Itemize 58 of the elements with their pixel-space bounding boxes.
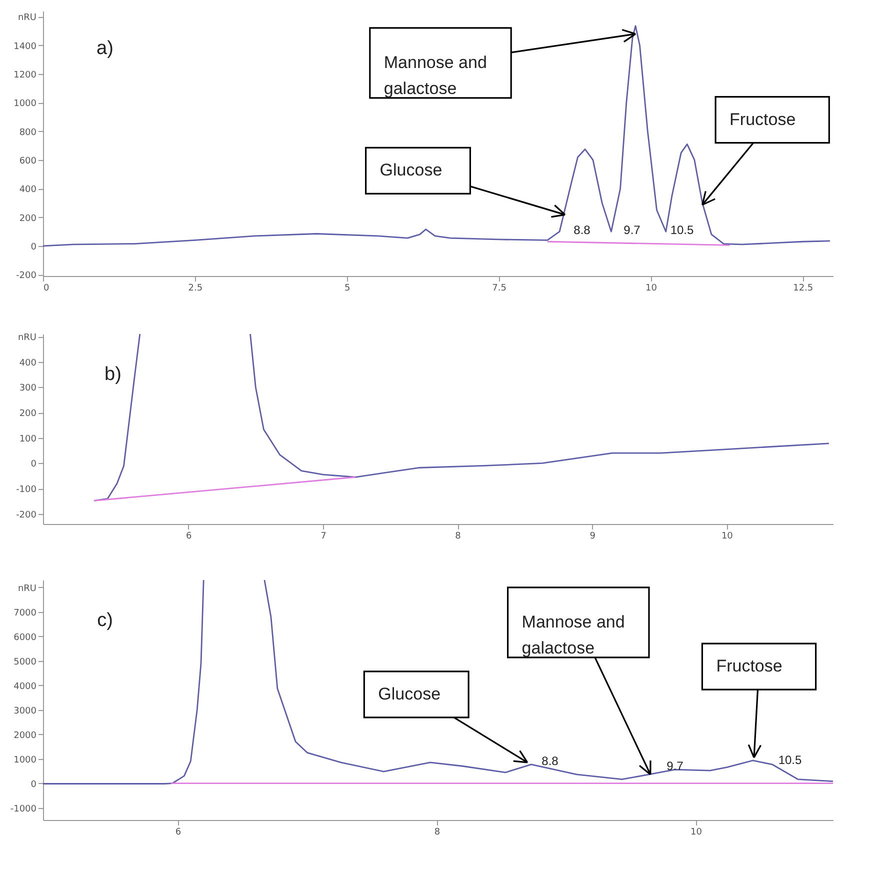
y-tick-label: 200 (19, 409, 37, 420)
y-tick-label: 100 (19, 434, 37, 444)
y-tick-label: 4000 (14, 682, 37, 692)
y-tick-label: 400 (19, 358, 37, 368)
y-tick-label: nRU (18, 584, 36, 594)
annotation: Mannose and galactose (384, 52, 487, 98)
x-tick-label: 10 (690, 828, 702, 838)
x-tick-label: 10 (645, 284, 658, 294)
y-tick-label: nRU (18, 13, 36, 24)
x-tick-label: 7.5 (492, 284, 506, 294)
y-tick-label: 3000 (14, 706, 37, 716)
x-tick-label: 12.5 (793, 284, 814, 294)
y-tick-label: 600 (19, 156, 37, 166)
annotation: 10.5 (778, 753, 802, 767)
x-tick-label: 6 (175, 828, 182, 838)
x-tick-label: 7 (320, 532, 326, 542)
y-tick-label: 800 (19, 128, 37, 138)
y-tick-label: -200 (16, 510, 37, 520)
x-tick-label: 8 (455, 532, 462, 542)
annotation: 9.7 (624, 223, 641, 237)
y-tick-label: 1000 (14, 99, 37, 110)
y-tick-label: 5000 (14, 657, 37, 668)
y-tick-label: 6000 (14, 632, 37, 643)
x-tick-label: 0 (44, 284, 50, 294)
x-tick-label: 6 (186, 532, 192, 542)
y-tick-label: -100 (16, 485, 37, 496)
x-tick-label: 5 (344, 284, 350, 294)
y-tick-label: 1400 (14, 42, 37, 52)
x-tick-label: 10 (721, 532, 734, 542)
annotation: 8.8 (574, 223, 591, 237)
y-tick-label: 1200 (14, 70, 37, 81)
y-tick-label: 200 (19, 214, 37, 224)
annotation: Mannose and galactose (522, 612, 625, 658)
annotation: 8.8 (542, 754, 559, 768)
x-tick-label: 2.5 (188, 284, 203, 294)
y-tick-label: 400 (19, 185, 37, 196)
y-tick-label: nRU (18, 333, 36, 344)
y-tick-label: 7000 (14, 608, 37, 618)
y-tick-label: 0 (30, 780, 37, 790)
y-tick-label: 300 (19, 384, 37, 394)
annotation: a) (96, 38, 114, 59)
annotation: c) (97, 610, 113, 631)
annotation: Glucose (378, 684, 441, 704)
y-tick-label: 0 (30, 242, 37, 252)
y-tick-label: -200 (16, 271, 37, 282)
y-tick-label: 2000 (14, 730, 37, 741)
y-tick-label: 0 (30, 460, 37, 470)
y-tick-label: -1000 (10, 804, 37, 814)
annotation: b) (104, 364, 122, 385)
annotation: 9.7 (666, 759, 684, 773)
annotation: Glucose (380, 160, 442, 180)
annotation: Fructose (730, 110, 796, 129)
x-tick-label: 8 (434, 828, 440, 838)
annotation: 10.5 (670, 223, 694, 237)
y-tick-label: 1000 (14, 755, 37, 766)
line-series (43, 25, 831, 247)
annotation: Fructose (716, 656, 782, 676)
x-tick-label: 9 (590, 532, 596, 542)
